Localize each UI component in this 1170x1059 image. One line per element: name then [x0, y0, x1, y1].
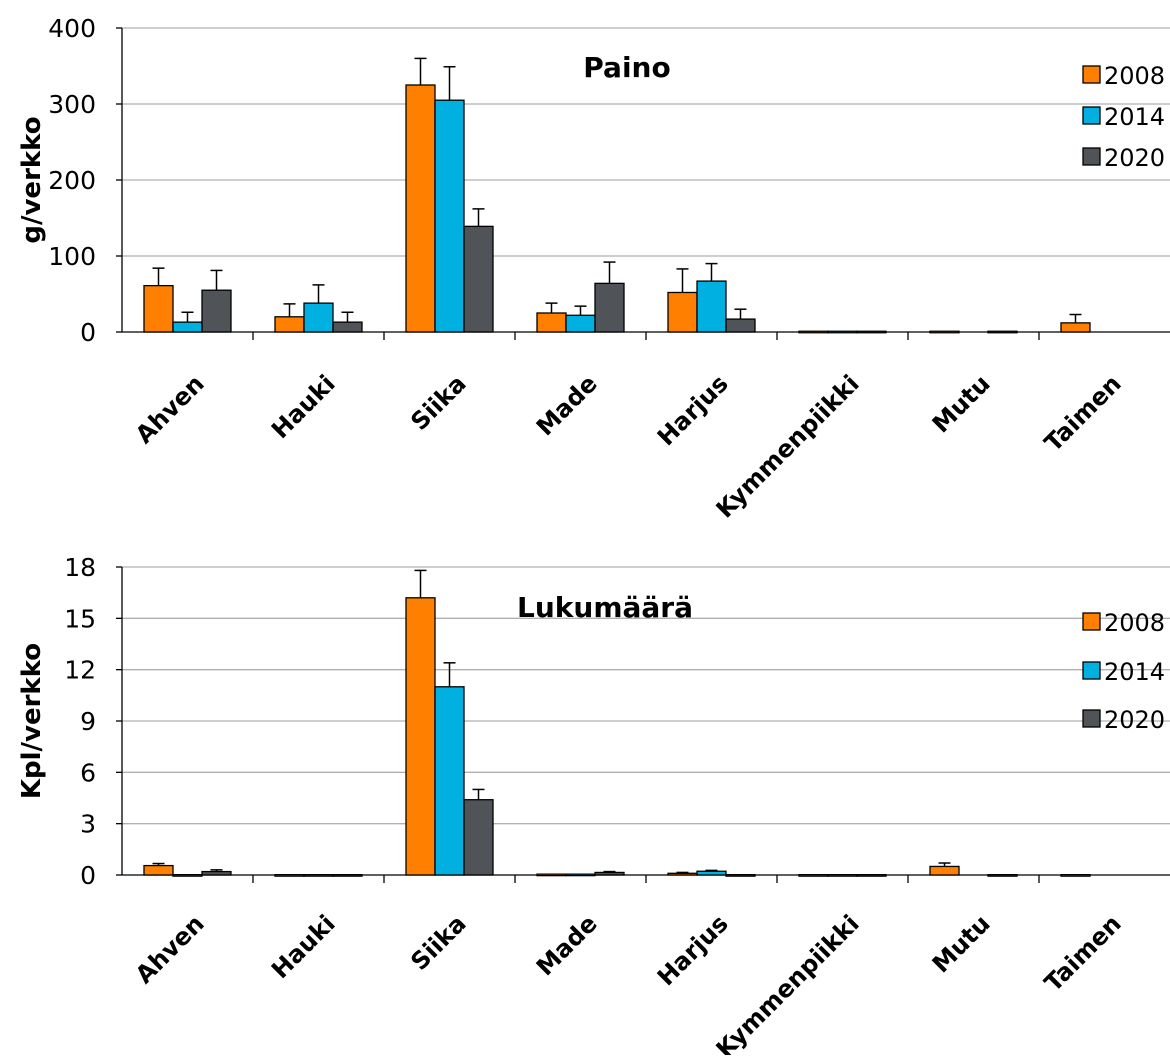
bar-2014-Harjus	[696, 870, 727, 876]
category-label-Made: Made	[531, 909, 603, 981]
bar-2008-Siika	[405, 84, 436, 333]
bar-2014-Made	[565, 873, 596, 877]
bar-2008-Made	[536, 873, 567, 877]
bar-2020-Hauki	[332, 321, 363, 333]
bar-2008-Taimen	[1060, 322, 1091, 333]
legend-swatch-2014	[1082, 106, 1101, 125]
y-tick-label: 9	[80, 707, 96, 736]
category-label-Siika: Siika	[405, 909, 471, 975]
bar-2020-Mutu	[987, 330, 1018, 334]
category-label-Hauki: Hauki	[266, 369, 341, 444]
bar-2008-Siika	[405, 597, 436, 876]
category-label-Harjus: Harjus	[652, 909, 734, 991]
y-tick-label: 0	[80, 861, 96, 890]
y-axis-label: g/verkko	[17, 116, 47, 243]
y-tick-label: 0	[80, 318, 96, 347]
chart-title: Paino	[583, 51, 670, 84]
y-tick-label: 12	[64, 656, 96, 685]
legend-label-2014: 2014	[1104, 658, 1165, 686]
bar-2014-Hauki	[303, 874, 334, 877]
bar-2014-Ahven	[172, 874, 203, 877]
bar-2008-Hauki	[274, 874, 305, 877]
bar-2008-Hauki	[274, 316, 305, 333]
category-label-Kymmenpiikki: Kymmenpiikki	[711, 369, 865, 523]
y-tick-label: 300	[48, 90, 96, 119]
y-tick-label: 15	[64, 604, 96, 633]
legend-label-2008: 2008	[1104, 609, 1165, 637]
bar-2014-Siika	[434, 686, 465, 876]
bar-2008-Made	[536, 312, 567, 333]
y-tick-label: 100	[48, 242, 96, 271]
bar-2008-Harjus	[667, 291, 698, 333]
bar-2020-Mutu	[987, 874, 1018, 877]
bar-2008-Taimen	[1060, 874, 1091, 877]
bar-2008-Harjus	[667, 872, 698, 876]
y-tick-label: 400	[48, 14, 96, 43]
y-axis-label: Kpl/verkko	[17, 643, 47, 799]
category-label-Ahven: Ahven	[130, 369, 210, 449]
bar-2014-Ahven	[172, 321, 203, 333]
y-tick-label: 6	[80, 758, 96, 787]
category-label-Kymmenpiikki: Kymmenpiikki	[711, 909, 865, 1055]
bar-2008-Mutu	[929, 330, 960, 334]
y-tick-label: 3	[80, 810, 96, 839]
bar-2014-Made	[565, 314, 596, 333]
category-label-Taimen: Taimen	[1039, 369, 1127, 457]
category-label-Harjus: Harjus	[652, 369, 734, 451]
bar-2020-Kymmenpiikki	[856, 330, 887, 334]
bar-2014-Harjus	[696, 280, 727, 333]
bar-2020-Hauki	[332, 874, 363, 877]
bar-2008-Mutu	[929, 865, 960, 876]
legend-label-2020: 2020	[1104, 706, 1165, 734]
y-tick-label: 18	[64, 553, 96, 582]
bar-2014-Kymmenpiikki	[827, 874, 858, 877]
legend-swatch-2014	[1082, 661, 1101, 680]
bar-2020-Made	[594, 282, 625, 333]
bar-2020-Ahven	[201, 289, 232, 333]
chart-title: Lukumäärä	[517, 591, 693, 624]
bar-2008-Kymmenpiikki	[798, 330, 829, 334]
category-label-Hauki: Hauki	[266, 909, 341, 984]
bar-2008-Kymmenpiikki	[798, 874, 829, 877]
bar-2020-Harjus	[725, 318, 756, 333]
bar-2020-Kymmenpiikki	[856, 874, 887, 877]
y-tick-label: 200	[48, 166, 96, 195]
bar-2008-Ahven	[143, 284, 174, 333]
category-label-Ahven: Ahven	[130, 909, 210, 989]
bar-2008-Ahven	[143, 864, 174, 876]
bar-2020-Siika	[463, 799, 494, 876]
bar-2020-Ahven	[201, 870, 232, 876]
category-label-Made: Made	[531, 369, 603, 441]
category-label-Mutu: Mutu	[927, 369, 996, 438]
legend-swatch-2020	[1082, 147, 1101, 166]
bar-2014-Kymmenpiikki	[827, 330, 858, 334]
category-label-Mutu: Mutu	[927, 909, 996, 978]
bar-2014-Siika	[434, 99, 465, 333]
legend-swatch-2008	[1082, 612, 1101, 631]
legend-swatch-2008	[1082, 65, 1101, 84]
category-label-Taimen: Taimen	[1039, 909, 1127, 997]
legend-label-2008: 2008	[1104, 62, 1165, 90]
bar-2020-Siika	[463, 225, 494, 333]
bar-2014-Hauki	[303, 302, 334, 333]
legend-label-2020: 2020	[1104, 144, 1165, 172]
legend-label-2014: 2014	[1104, 103, 1165, 131]
bar-2020-Harjus	[725, 874, 756, 877]
category-label-Siika: Siika	[405, 369, 471, 435]
legend-swatch-2020	[1082, 709, 1101, 728]
bar-2020-Made	[594, 871, 625, 876]
